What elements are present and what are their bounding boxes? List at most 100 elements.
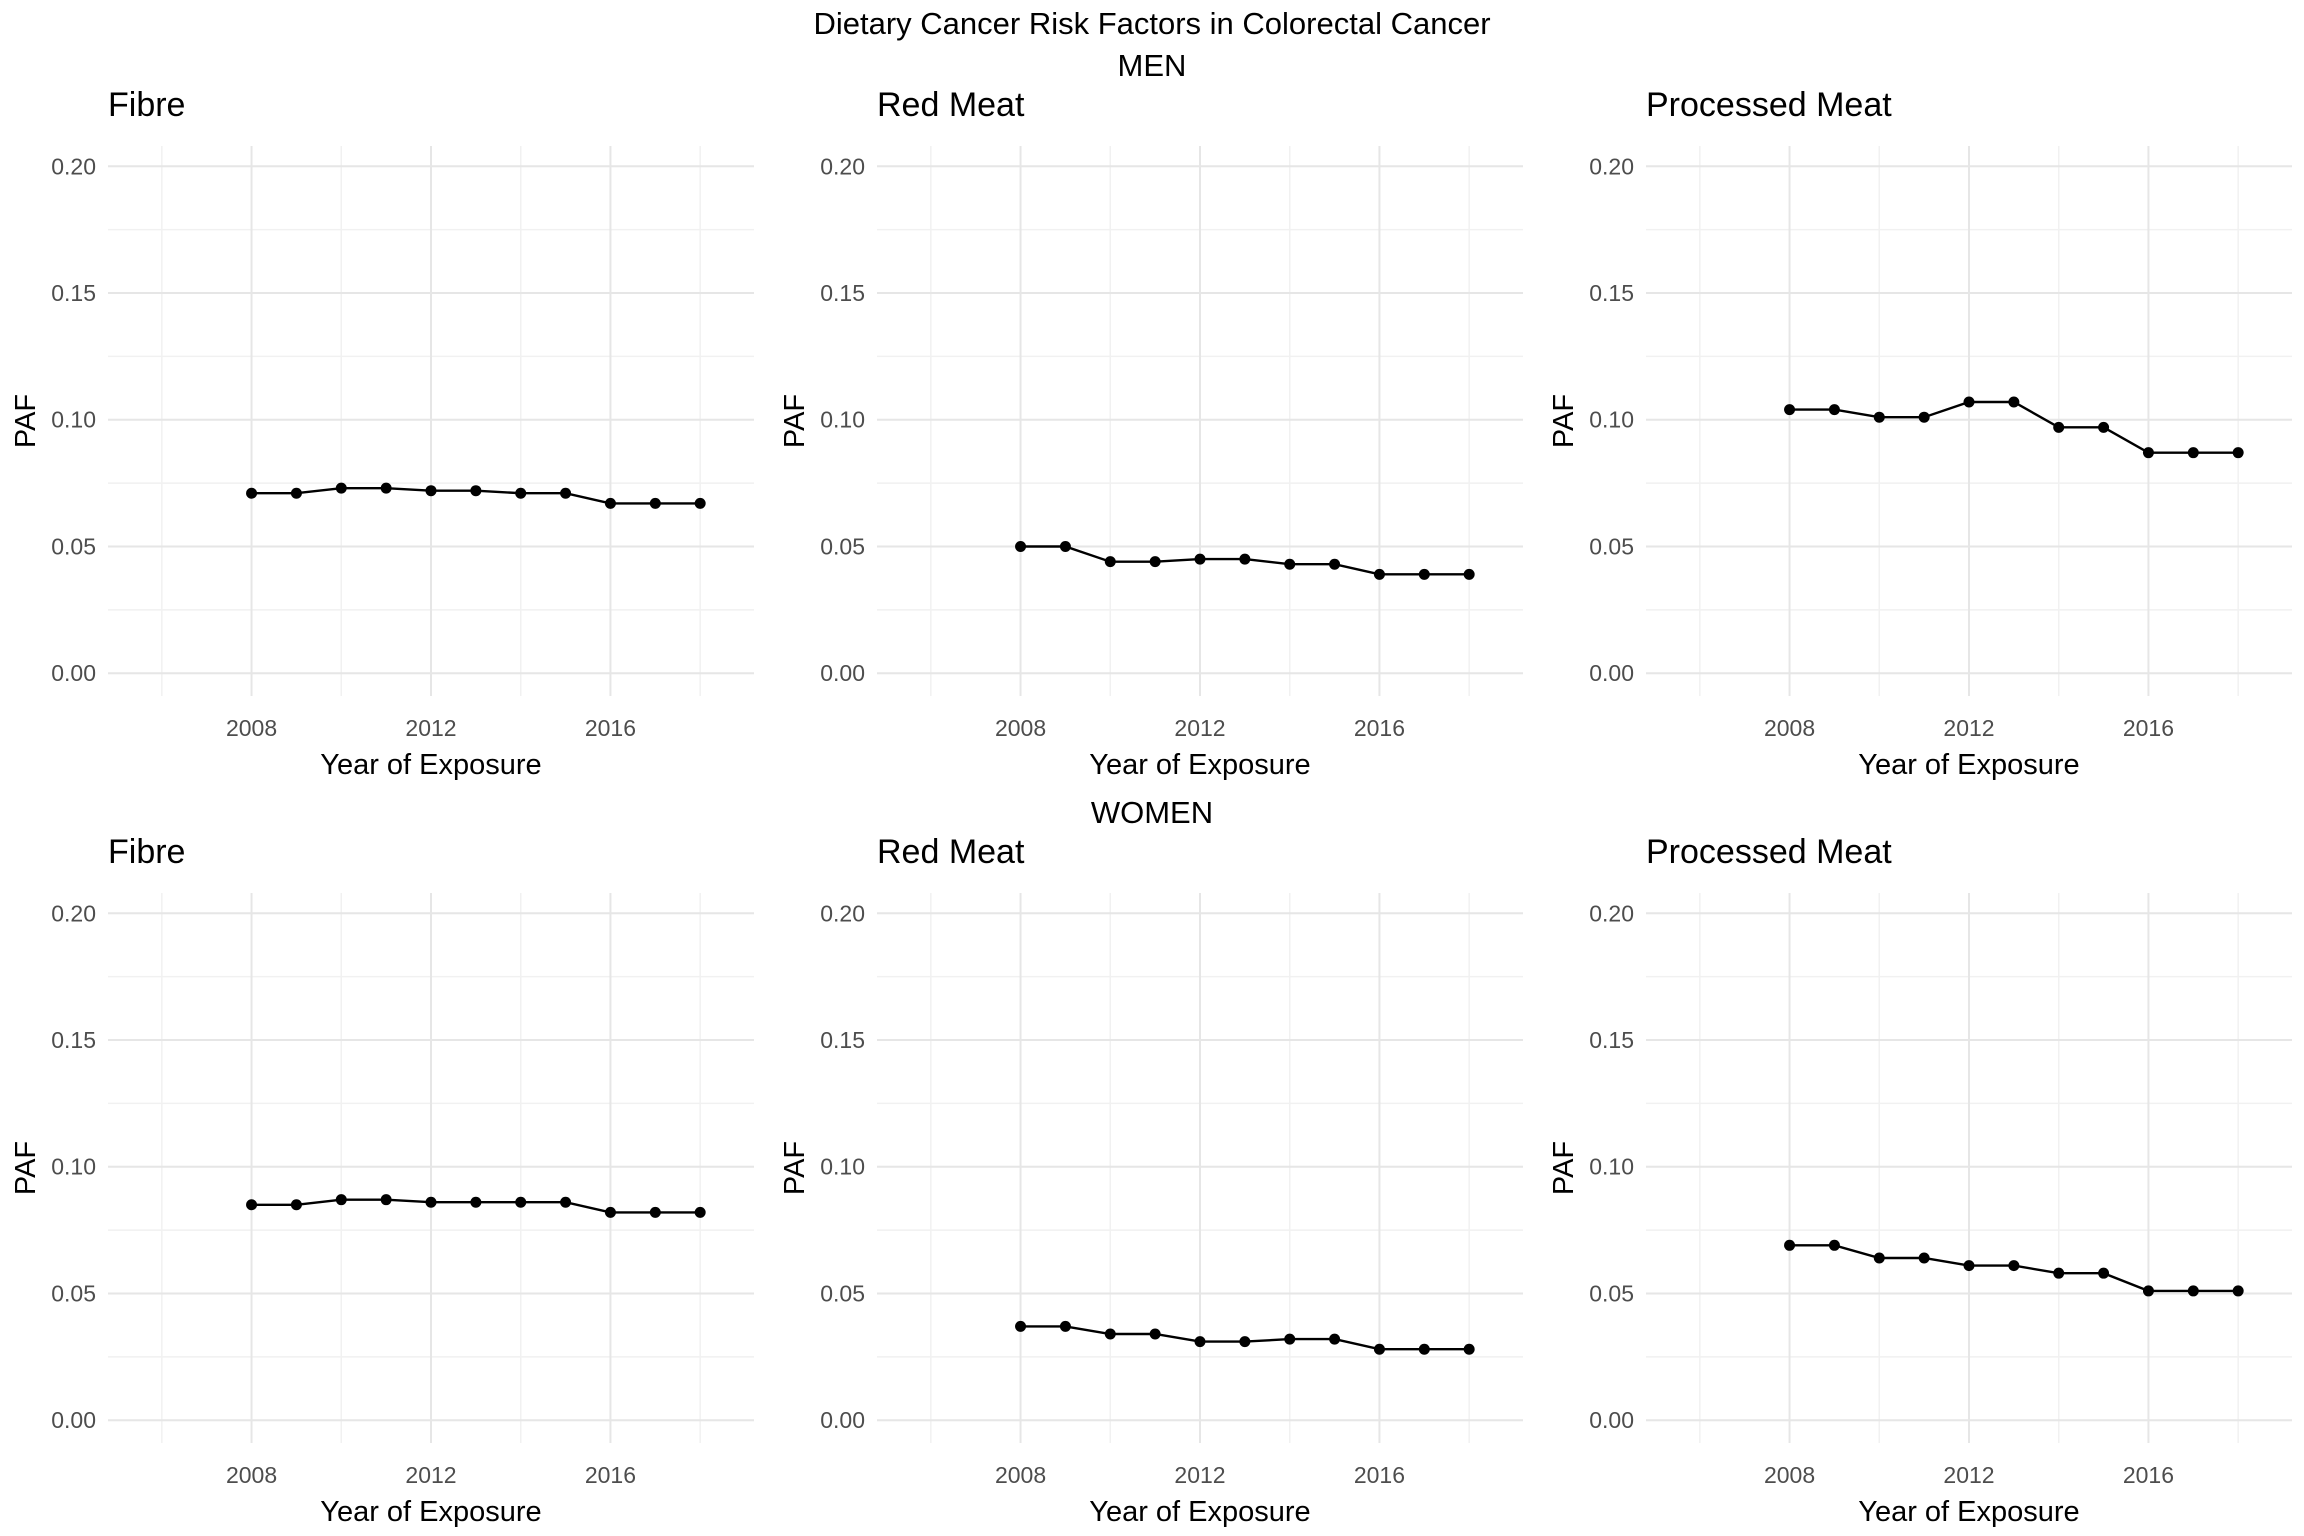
- data-point: [2187, 447, 2199, 459]
- y-tick-label: 0.00: [820, 1407, 865, 1433]
- data-point: [694, 1206, 706, 1218]
- y-tick-label: 0.00: [1589, 1407, 1634, 1433]
- x-axis-label: Year of Exposure: [320, 749, 541, 781]
- data-point: [2232, 1285, 2244, 1297]
- y-tick-label: 0.15: [1589, 1027, 1634, 1053]
- y-tick-label: 0.15: [820, 1027, 865, 1053]
- data-point: [2008, 396, 2020, 408]
- x-tick-label: 2008: [1764, 1462, 1815, 1488]
- panel-women-fibre: Fibre Year of Exposure PAF 2008 2012 2016 0.00…: [10, 833, 754, 1528]
- x-tick-label: 2008: [1764, 715, 1815, 741]
- figure-title: Dietary Cancer Risk Factors in Colorecta…: [813, 6, 1490, 41]
- data-point: [380, 482, 392, 494]
- panel-women-red-meat: Red Meat Year of Exposure PAF 2008 2012 2016 0…: [779, 833, 1523, 1528]
- y-tick-label: 0.00: [820, 660, 865, 686]
- panel-women-processed-meat: Processed Meat Year of Exposure PAF 2008 201…: [1548, 833, 2292, 1528]
- panels: Fibre Year of Exposure PAF 2008 2012 2016 0.00…: [10, 86, 2292, 1528]
- y-tick-label: 0.10: [1589, 407, 1634, 433]
- data-point: [1828, 404, 1840, 416]
- x-tick-label: 2012: [405, 715, 456, 741]
- x-axis-label: Year of Exposure: [1858, 1496, 2079, 1528]
- data-point: [1373, 568, 1385, 580]
- data-point: [1284, 1333, 1296, 1345]
- y-tick-label: 0.15: [51, 280, 96, 306]
- panel-men-fibre: Fibre Year of Exposure PAF 2008 2012 2016 0.00…: [10, 86, 754, 781]
- data-point: [290, 1199, 302, 1211]
- y-tick-label: 0.15: [51, 1027, 96, 1053]
- y-tick-label: 0.10: [1589, 1154, 1634, 1180]
- data-point: [1149, 1328, 1161, 1340]
- y-tick-label: 0.05: [1589, 1280, 1634, 1306]
- data-point: [1463, 1343, 1475, 1355]
- data-point: [1015, 1320, 1027, 1332]
- y-tick-label: 0.20: [1589, 153, 1634, 179]
- data-point: [1963, 396, 1975, 408]
- panel-title: Fibre: [108, 86, 185, 124]
- y-tick-label: 0.10: [820, 407, 865, 433]
- panel-title: Red Meat: [877, 86, 1025, 124]
- y-axis-label: PAF: [779, 394, 811, 448]
- y-tick-label: 0.05: [1589, 533, 1634, 559]
- data-point: [2142, 1285, 2154, 1297]
- data-point: [1239, 1336, 1251, 1348]
- data-point: [1873, 1252, 1885, 1264]
- x-tick-label: 2008: [226, 1462, 277, 1488]
- data-point: [2098, 1267, 2110, 1279]
- y-tick-label: 0.05: [820, 1280, 865, 1306]
- group-label-women: WOMEN: [1091, 795, 1213, 830]
- group-label-men: MEN: [1118, 48, 1187, 83]
- x-tick-label: 2016: [1354, 1462, 1405, 1488]
- data-point: [1015, 540, 1027, 552]
- data-point: [1784, 404, 1796, 416]
- panel-men-processed-meat: Processed Meat Year of Exposure PAF 2008 201…: [1548, 86, 2292, 781]
- data-point: [246, 487, 258, 499]
- data-point: [604, 1206, 616, 1218]
- x-axis-label: Year of Exposure: [1089, 1496, 1310, 1528]
- data-point: [1104, 556, 1116, 568]
- data-point: [380, 1194, 392, 1206]
- data-point: [1784, 1239, 1796, 1251]
- data-point: [2008, 1260, 2020, 1272]
- data-point: [1918, 1252, 1930, 1264]
- x-tick-label: 2016: [585, 1462, 636, 1488]
- data-point: [649, 497, 661, 509]
- data-point: [2142, 447, 2154, 459]
- data-point: [1059, 1320, 1071, 1332]
- data-point: [560, 1196, 572, 1208]
- x-axis-label: Year of Exposure: [1089, 749, 1310, 781]
- data-point: [1239, 553, 1251, 565]
- data-point: [470, 1196, 482, 1208]
- y-axis-label: PAF: [10, 1141, 42, 1195]
- x-tick-label: 2016: [1354, 715, 1405, 741]
- data-point: [1284, 558, 1296, 570]
- y-tick-label: 0.00: [1589, 660, 1634, 686]
- y-tick-label: 0.00: [51, 660, 96, 686]
- data-point: [649, 1206, 661, 1218]
- y-axis-label: PAF: [1548, 394, 1580, 448]
- x-tick-label: 2012: [1174, 715, 1225, 741]
- x-tick-label: 2016: [2123, 715, 2174, 741]
- data-point: [470, 485, 482, 497]
- panel-title: Red Meat: [877, 833, 1025, 871]
- y-axis-label: PAF: [779, 1141, 811, 1195]
- data-point: [515, 487, 527, 499]
- data-point: [2098, 421, 2110, 433]
- panel-title: Processed Meat: [1646, 833, 1892, 871]
- x-tick-label: 2012: [405, 1462, 456, 1488]
- data-point: [246, 1199, 258, 1211]
- y-tick-label: 0.10: [820, 1154, 865, 1180]
- x-tick-label: 2008: [995, 715, 1046, 741]
- data-point: [560, 487, 572, 499]
- panel-men-red-meat: Red Meat Year of Exposure PAF 2008 2012 2016 0…: [779, 86, 1523, 781]
- y-tick-label: 0.10: [51, 1154, 96, 1180]
- y-tick-label: 0.20: [820, 900, 865, 926]
- data-point: [425, 1196, 437, 1208]
- y-tick-label: 0.20: [1589, 900, 1634, 926]
- data-point: [290, 487, 302, 499]
- series-line: [1789, 400, 2239, 454]
- data-point: [1194, 553, 1206, 565]
- y-axis-label: PAF: [1548, 1141, 1580, 1195]
- data-point: [1418, 1343, 1430, 1355]
- x-axis-label: Year of Exposure: [320, 1496, 541, 1528]
